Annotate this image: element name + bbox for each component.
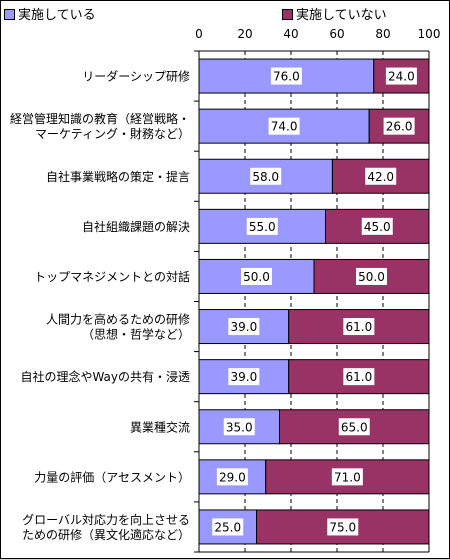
category-label: 異業種交流: [130, 419, 190, 434]
data-label-box: [228, 318, 260, 336]
data-label-box: [241, 267, 272, 285]
data-label: 55.0: [249, 220, 276, 234]
data-label-box: [216, 468, 248, 486]
x-tick-label: 60: [329, 27, 344, 41]
data-label-box: [268, 117, 300, 135]
data-label: 61.0: [345, 320, 372, 334]
x-tick-label: 100: [418, 27, 441, 41]
category-label: 力量の評価（アセスメント）: [34, 469, 190, 484]
x-tick-label: 40: [283, 27, 298, 41]
data-label: 35.0: [226, 420, 253, 434]
bar-segment-not-implemented: [288, 359, 430, 395]
x-tick-label: 20: [237, 27, 252, 41]
data-label: 65.0: [341, 420, 368, 434]
x-axis-tick-labels: 0 20 40 60 80 100: [195, 27, 440, 41]
data-label: 24.0: [388, 70, 415, 84]
data-label-box: [343, 318, 375, 336]
data-label-box: [246, 217, 278, 235]
category-label: リーダーシップ研修: [82, 69, 190, 84]
data-label: 76.0: [273, 70, 300, 84]
data-label: 61.0: [345, 370, 372, 384]
category-label: マーケティング・財務など）: [35, 126, 190, 141]
category-label: トップマネジメントとの対話: [34, 269, 190, 284]
category-label: 自社事業戦略の策定・提言: [46, 169, 190, 184]
data-label: 39.0: [230, 320, 257, 334]
data-label-box: [250, 167, 282, 185]
data-label: 45.0: [364, 220, 391, 234]
data-label-box: [228, 368, 260, 386]
data-label-box: [270, 67, 302, 85]
data-label-box: [361, 217, 393, 235]
data-label: 42.0: [367, 170, 394, 184]
legend-item-not-implemented: 実施していない: [282, 7, 387, 23]
data-label-box: [327, 518, 359, 536]
x-tick-label: 0: [195, 27, 203, 41]
data-label: 71.0: [334, 470, 361, 484]
bar-segment-not-implemented: [288, 309, 430, 345]
x-tick-label: 80: [375, 27, 390, 41]
legend-swatch-implemented: [4, 9, 15, 20]
data-label: 50.0: [243, 270, 270, 284]
legend-label-not-implemented: 実施していない: [296, 7, 387, 23]
data-label: 39.0: [230, 370, 257, 384]
data-label-box: [383, 117, 415, 135]
category-label: （思想・哲学など）: [82, 327, 190, 342]
data-label-box: [338, 418, 370, 436]
legend-item-implemented: 実施している: [4, 7, 96, 23]
category-label: 自社の理念やWayの共有・浸透: [20, 369, 190, 384]
data-label: 29.0: [219, 470, 246, 484]
legend-label-implemented: 実施している: [18, 7, 96, 23]
legend-swatch-not-implemented: [282, 9, 293, 20]
data-label: 50.0: [358, 270, 385, 284]
data-label: 74.0: [271, 120, 298, 134]
data-label: 58.0: [252, 170, 279, 184]
data-label-box: [356, 267, 387, 285]
data-label-box: [212, 518, 244, 536]
legend: 実施している 実施していない: [4, 7, 387, 23]
data-label: 25.0: [214, 520, 241, 534]
data-label-box: [365, 167, 397, 185]
category-label: 人間力を高めるための研修: [46, 312, 190, 327]
data-label-box: [343, 368, 375, 386]
category-label: 自社組織課題の解決: [82, 219, 190, 234]
data-label-box: [223, 418, 255, 436]
category-label: 経営管理知識の教育（経営戦略・: [10, 111, 190, 126]
category-label: ための研修（異文化適応など）: [22, 527, 190, 542]
bars: 76.0 24.0 74.0 26.0 58.0 42.0 55.0 45.0 50.0 50.0…: [198, 58, 430, 545]
data-label: 26.0: [386, 120, 413, 134]
data-label-box: [331, 468, 363, 486]
data-label: 75.0: [329, 520, 356, 534]
category-label: グローバル対応力を向上させる: [22, 512, 190, 527]
data-label-box: [385, 67, 417, 85]
